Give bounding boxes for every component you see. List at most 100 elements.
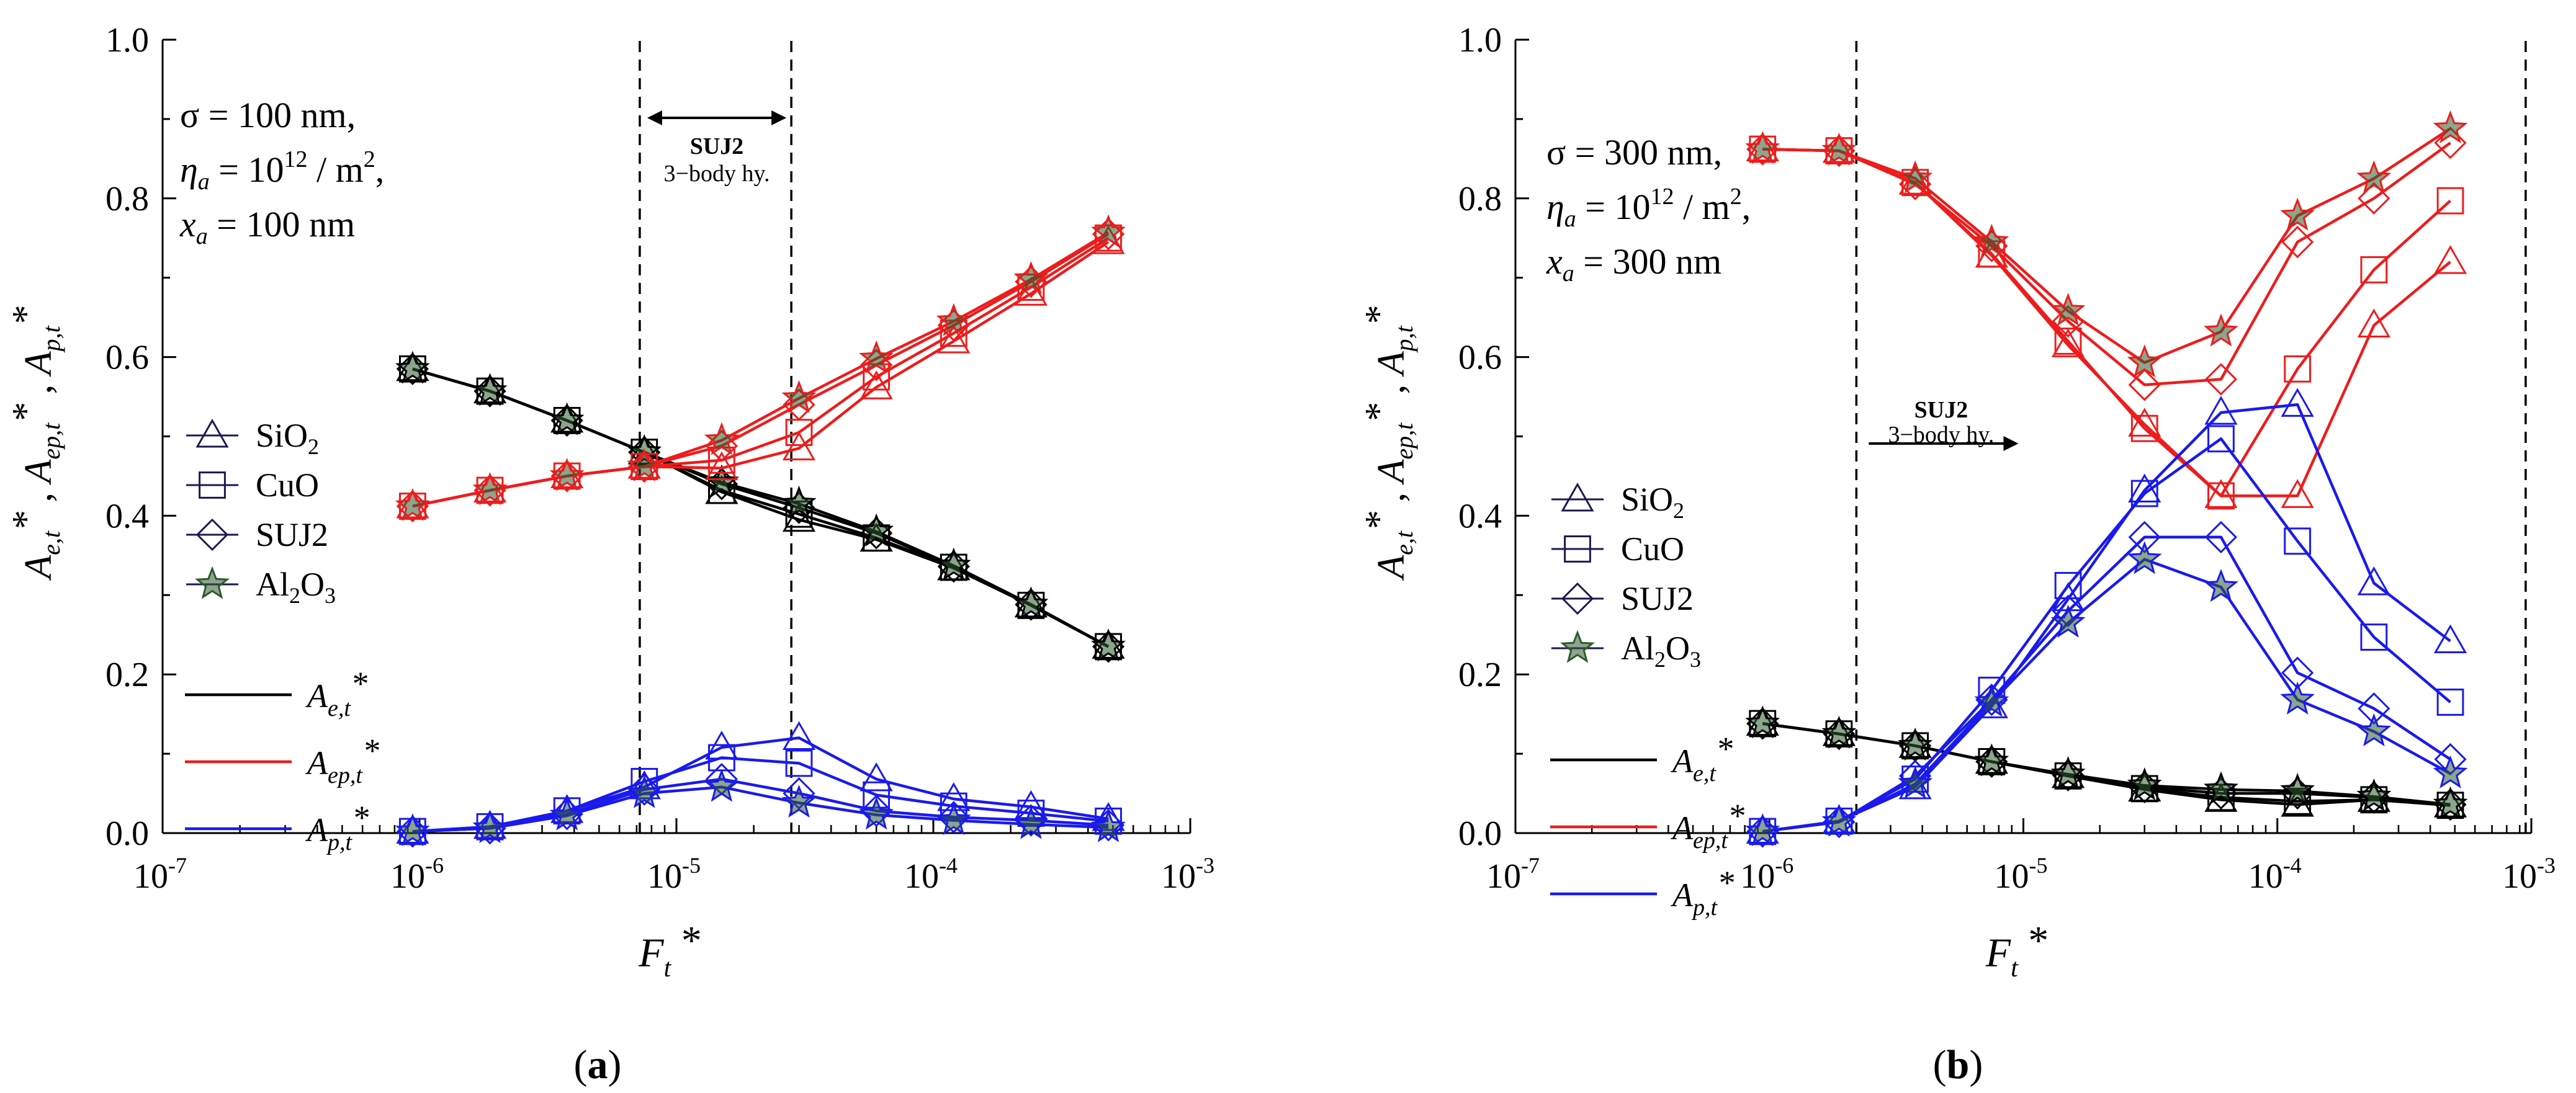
y-tick-label: 0.8: [105, 180, 149, 218]
legend-label-tail: O: [300, 566, 325, 603]
data-point: [395, 488, 430, 521]
data-point: [1745, 813, 1780, 847]
legend-entry-material: SiO2: [186, 417, 319, 459]
series-line: [412, 233, 1110, 508]
series-Ae-CuO: [398, 355, 1122, 661]
data-point: [1974, 743, 2009, 777]
data-point: [2356, 778, 2392, 811]
data-point: [1821, 803, 1857, 837]
legend-entry-material: SUJ2: [186, 516, 328, 553]
legend-label: Ae,t*: [305, 665, 367, 721]
panel-label: (a): [574, 1042, 622, 1087]
data-point: [2357, 308, 2390, 337]
data-point: [2050, 604, 2086, 638]
data-point: [781, 485, 817, 519]
data-point: [2204, 396, 2238, 425]
legend-label: Al2O3: [1621, 630, 1701, 672]
ylabel-part: p,t: [37, 325, 65, 353]
x-tick-exponent: -7: [1521, 853, 1540, 878]
data-point: [2356, 713, 2392, 747]
region-title: SUJ2: [1914, 397, 1968, 423]
legend-label-main: A: [1671, 743, 1694, 780]
x-tick-base: 10: [1486, 857, 1521, 896]
data-point: [2207, 482, 2235, 510]
legend-label-subscript: ep,t: [1693, 828, 1728, 854]
legend-label-main: A: [1671, 810, 1694, 847]
y-tick-label: 1.0: [1458, 21, 1502, 60]
x-tick-base: 10: [2502, 857, 2537, 896]
data-point: [1091, 214, 1126, 248]
legend-label-main: CuO: [1621, 530, 1684, 568]
panel-paren-open: (: [574, 1042, 588, 1087]
ylabel-part: A: [1370, 555, 1412, 581]
data-point: [936, 303, 971, 336]
y-tick-label: 0.2: [1458, 656, 1502, 694]
data-point: [549, 402, 585, 435]
data-point: [2207, 425, 2235, 453]
data-point: [549, 797, 585, 831]
data-point: [859, 340, 894, 373]
data-point: [2204, 520, 2238, 554]
y-tick-label: 0.6: [105, 339, 149, 377]
ylabel-part: ep,t: [37, 422, 65, 460]
eta-value: = 10: [210, 149, 284, 190]
parameter-annotation: σ = 100 nm,ηa = 1012 / m2,xa = 100 nm: [179, 95, 384, 249]
data-point: [705, 451, 738, 481]
xa-value: = 100 nm: [208, 204, 355, 244]
x-tick-exponent: -6: [1775, 853, 1793, 878]
x-tick-exponent: -6: [425, 853, 444, 878]
x-tick-label: 10-6: [1740, 853, 1793, 896]
x-axis-label: Ft *: [1985, 918, 2049, 983]
ylabel-part: A: [17, 350, 60, 377]
legend-label: Aep,t*: [305, 732, 379, 788]
data-point: [936, 547, 971, 581]
y-tick-label: 0.4: [1458, 497, 1502, 535]
series-Ae-Al2O3: [1745, 705, 2468, 819]
data-point: [705, 429, 738, 462]
legend-label-tail-subscript: 3: [1690, 647, 1701, 672]
data-point: [781, 380, 817, 413]
panel-paren-open: (: [1933, 1042, 1947, 1087]
series-line: [1762, 403, 2451, 833]
ylabel-part: e,t: [37, 530, 65, 555]
chart-panel-a: 0.00.20.40.60.81.010-7 10-6 10-5 10-4 10-3SU…: [5, 21, 1214, 1087]
series-line: [1762, 558, 2451, 833]
legend-marker: [195, 418, 229, 448]
legend-label-subscript: 2: [1673, 498, 1684, 523]
data-point: [2128, 408, 2161, 437]
data-point: [1898, 765, 1933, 799]
y-tick-label: 0.0: [105, 814, 149, 853]
ylabel-part: e,t: [1390, 530, 1418, 555]
series-Ae-SUJ2: [396, 352, 1125, 663]
parameter-annotation: σ = 300 nm,ηa = 1012 / m2,xa = 300 nm: [1546, 132, 1751, 287]
legend-label-star: *: [1728, 797, 1744, 834]
data-point: [2128, 368, 2161, 401]
data-point: [2360, 256, 2388, 283]
data-point: [782, 431, 816, 461]
data-point: [859, 762, 893, 792]
data-point: [2433, 245, 2467, 274]
ylabel-part: A: [1370, 350, 1412, 377]
legend-label-subscript: e,t: [328, 695, 351, 721]
panel-letter: a: [588, 1042, 608, 1087]
series-line: [1762, 148, 2451, 497]
eta-value: = 10: [1576, 187, 1651, 227]
x-tick-label: 10-4: [904, 853, 958, 896]
y-axis-label: Ae,t* , Aep,t* , Ap,t*: [5, 306, 65, 581]
legend-label-star: *: [362, 732, 379, 769]
ylabel-part: A: [1370, 459, 1412, 486]
data-point: [937, 801, 970, 834]
legend-entry-quantity: Aep,t*: [185, 732, 379, 788]
data-point: [1821, 132, 1857, 166]
data-point: [2433, 110, 2468, 143]
series-line: [1762, 127, 2451, 364]
x-tick-base: 10: [2248, 857, 2283, 896]
legend-marker: [195, 566, 230, 599]
series-line: [1762, 722, 2451, 806]
legend-label-star: *: [351, 665, 367, 702]
legend-label-star: *: [352, 799, 369, 836]
x-tick-base: 10: [647, 857, 682, 896]
legend-label-main: A: [1671, 877, 1694, 914]
